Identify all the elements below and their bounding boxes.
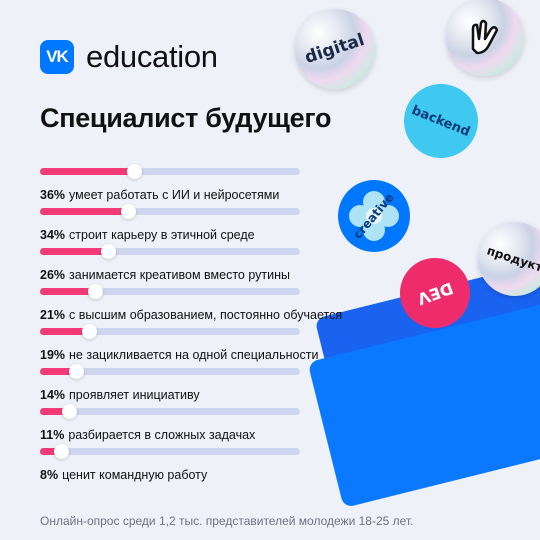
bar-row: 19% не зацикливается на одной специальнос…: [40, 324, 460, 368]
bar-label: 19% не зацикливается на одной специальнос…: [40, 348, 318, 362]
bar-value-label: 11%: [40, 428, 65, 442]
bar-track: [40, 284, 300, 299]
bar-row: 34% строит карьеру в этичной среде: [40, 204, 460, 248]
bar-value-label: 36%: [40, 188, 66, 202]
bar-fill: [40, 368, 77, 375]
bar-track: [40, 324, 300, 339]
bar-label: 34% строит карьеру в этичной среде: [40, 228, 255, 242]
bar-fill: [40, 408, 69, 415]
bar-track: [40, 164, 300, 179]
bar-label: 36% умеет работать с ИИ и нейросетями: [40, 188, 279, 202]
backend-sticker-label: backend: [409, 102, 473, 140]
bar-value-label: 14%: [40, 388, 66, 402]
creative-sticker: creative: [338, 180, 410, 252]
bar-knob: [69, 364, 85, 379]
bar-knob: [100, 244, 116, 259]
bar-value-label: 34%: [40, 228, 66, 242]
bar-fill: [40, 168, 134, 175]
bar-track: [40, 404, 300, 419]
bar-knob: [61, 404, 77, 419]
bar-label: 14% проявляет инициативу: [40, 388, 200, 402]
bar-label: 21% с высшим образованием, постоянно обуч…: [40, 308, 342, 322]
vk-logo-icon: VK: [40, 40, 74, 74]
bar-label: 26% занимается креативом вместо рутины: [40, 268, 290, 282]
bar-row: 8% ценит командную работу: [40, 444, 460, 488]
bar-fill: [40, 248, 108, 255]
footnote: Онлайн-опрос среди 1,2 тыс. представител…: [40, 514, 414, 528]
bar-knob: [121, 204, 137, 219]
bar-label: 11% разбирается в сложных задачах: [40, 428, 255, 442]
bar-category-label: умеет работать с ИИ и нейросетями: [69, 188, 280, 202]
digital-sticker: digital: [295, 9, 375, 89]
bar-knob: [53, 444, 69, 459]
bar-fill: [40, 448, 61, 455]
bar-knob: [126, 164, 142, 179]
bar-category-label: разбирается в сложных задачах: [68, 428, 256, 442]
bar-row: 26% занимается креативом вместо рутины: [40, 244, 460, 288]
bar-track: [40, 444, 300, 459]
bar-knob: [87, 284, 103, 299]
rock-hand-icon: [471, 19, 499, 55]
bar-category-label: ценит командную работу: [62, 468, 208, 482]
bar-row: 14% проявляет инициативу: [40, 364, 460, 408]
brand-wordmark: education: [86, 39, 218, 74]
bar-category-label: не зацикливается на одной специальности: [69, 348, 319, 362]
bar-knob: [82, 324, 98, 339]
bar-label: 8% ценит командную работу: [40, 468, 207, 482]
bar-value-label: 26%: [40, 268, 66, 282]
flower-icon: [349, 191, 399, 241]
backend-sticker: backend: [404, 84, 478, 158]
bar-category-label: проявляет инициативу: [69, 388, 200, 402]
bar-track: [40, 244, 300, 259]
brand-logo: VK education: [40, 39, 218, 75]
product-sticker-label: продукт: [485, 243, 540, 275]
bar-fill: [40, 208, 129, 215]
bar-row: 11% разбирается в сложных задачах: [40, 404, 460, 448]
bar-row: 21% с высшим образованием, постоянно обуч…: [40, 284, 460, 328]
bar-value-label: 8%: [40, 468, 59, 482]
bar-category-label: занимается креативом вместо рутины: [69, 268, 290, 282]
bar-value-label: 21%: [40, 308, 66, 322]
product-sticker: продукт: [478, 222, 540, 296]
hand-sticker: [446, 0, 524, 76]
bar-track: [40, 204, 300, 219]
bar-category-label: строит карьеру в этичной среде: [69, 228, 255, 242]
page-title: Специалист будущего: [40, 103, 332, 133]
bar-value-label: 19%: [40, 348, 66, 362]
bar-row: 36% умеет работать с ИИ и нейросетями: [40, 164, 460, 208]
bar-fill: [40, 328, 90, 335]
bar-fill: [40, 288, 95, 295]
dev-sticker: DEV: [400, 258, 470, 328]
bar-track: [40, 364, 300, 379]
bar-category-label: с высшим образованием, постоянно обучает…: [69, 308, 343, 322]
digital-sticker-label: digital: [302, 29, 368, 69]
